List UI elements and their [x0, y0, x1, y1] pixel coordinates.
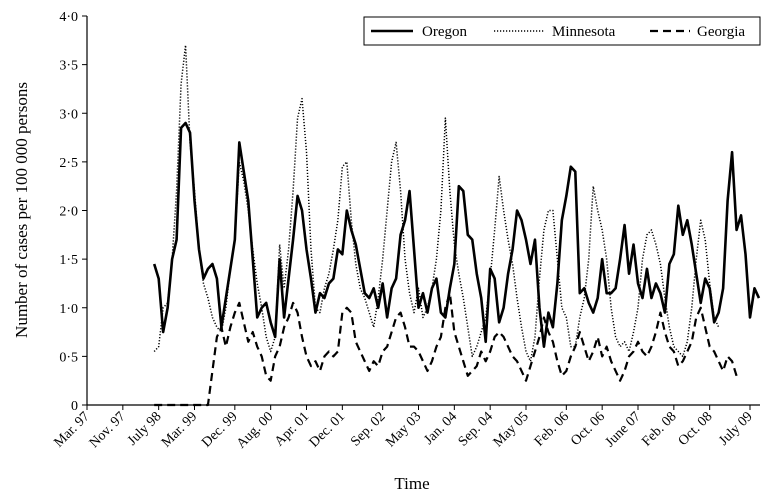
legend: Oregon Minnesota Georgia: [363, 16, 761, 46]
x-tick-label: May 05: [491, 409, 532, 450]
x-axis-title: Time: [394, 474, 429, 493]
series-line-georgia: [154, 292, 738, 407]
legend-label-georgia: Georgia: [697, 24, 745, 40]
y-tick-label: 4·0: [59, 10, 78, 25]
y-tick-label: 3·0: [59, 107, 78, 122]
y-tick-label: 1·0: [59, 302, 78, 317]
y-tick-label: 3·5: [59, 59, 78, 74]
y-axis-title: Number of cases per 100 000 persons: [12, 82, 31, 338]
x-tick-label: Sep. 02: [348, 409, 388, 449]
x-tick-label: Apr. 01: [272, 409, 312, 449]
x-tick-label: July 98: [125, 409, 164, 448]
y-tick-label: 2·0: [59, 205, 78, 220]
legend-label-minnesota: Minnesota: [552, 24, 616, 40]
y-tick-label: 0·5: [59, 350, 78, 365]
plot-area: [152, 44, 761, 407]
x-tick-label: Aug. 00: [234, 409, 277, 452]
legend-label-oregon: Oregon: [422, 24, 467, 40]
x-tick-label: Dec. 01: [307, 409, 348, 450]
x-tick-label: Nov. 97: [87, 409, 129, 451]
y-tick-label: 2·5: [59, 156, 78, 171]
series-line-oregon: [152, 121, 761, 348]
x-tick-label: July 09: [716, 409, 755, 448]
x-tick-label: Mar. 99: [159, 409, 200, 450]
x-tick-label: Oct. 06: [568, 409, 608, 449]
x-tick-label: Oct. 08: [676, 409, 716, 449]
x-tick-label: Feb. 08: [639, 409, 679, 449]
y-tick-label: 1·5: [59, 253, 78, 268]
series-line-minnesota: [153, 44, 720, 362]
y-axis-ticks: 0 0·5 1·0 1·5 2·0 2·5 3·0 3·5 4·0: [59, 10, 87, 414]
y-tick-label: 0: [71, 399, 78, 414]
x-tick-label: May 03: [383, 409, 424, 450]
x-tick-label: Feb. 06: [532, 409, 572, 449]
x-tick-label: June 07: [603, 409, 644, 450]
x-tick-label: Jan. 04: [422, 409, 461, 448]
x-tick-label: Sep. 04: [456, 409, 496, 449]
legend-box: [363, 16, 761, 46]
x-tick-label: Mar. 97: [51, 409, 92, 450]
x-tick-label: Dec. 99: [199, 409, 240, 450]
